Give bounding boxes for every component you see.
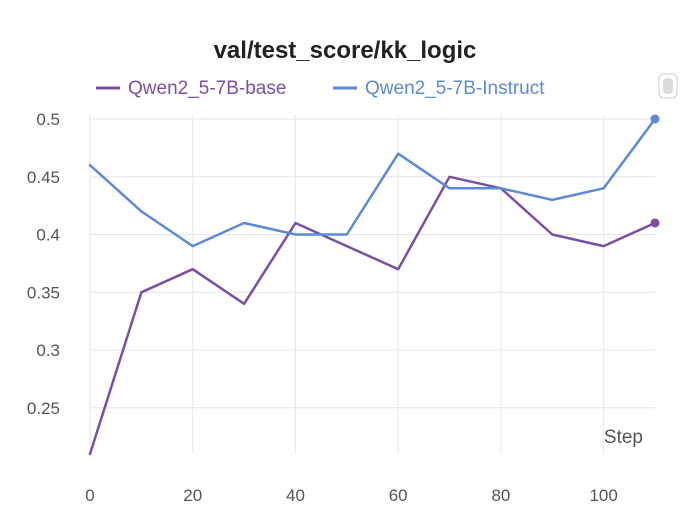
y-axis-ticks: 0.25 0.3 0.35 0.4 0.45 0.5 [27,110,60,418]
y-tick-label: 0.5 [36,110,60,129]
y-tick-label: 0.25 [27,399,60,418]
x-tick-label: 100 [589,486,617,505]
grid [89,115,655,454]
legend-label-base: Qwen2_5-7B-base [128,78,286,99]
legend-label-instruct: Qwen2_5-7B-Instruct [365,78,545,99]
x-axis-label: Step [604,427,643,448]
y-tick-label: 0.3 [36,341,60,360]
chart-title: val/test_score/kk_logic [214,37,477,64]
legend: Qwen2_5-7B-base Qwen2_5-7B-Instruct [96,73,678,99]
x-tick-label: 40 [286,486,305,505]
series-end-marker-base [650,218,660,228]
series-line-base [88,175,657,456]
series-line-instruct [88,117,657,248]
x-axis-ticks: 0 20 40 60 80 100 [85,486,618,505]
series-end-marker-instruct [650,114,660,124]
x-tick-label: 0 [85,486,94,505]
x-tick-label: 20 [183,486,202,505]
legend-scroll-thumb[interactable] [663,78,673,94]
y-tick-label: 0.45 [27,168,60,187]
series-lines [88,114,660,456]
y-tick-label: 0.35 [27,283,60,302]
x-tick-label: 80 [491,486,510,505]
x-tick-label: 60 [389,486,408,505]
y-tick-label: 0.4 [36,226,60,245]
